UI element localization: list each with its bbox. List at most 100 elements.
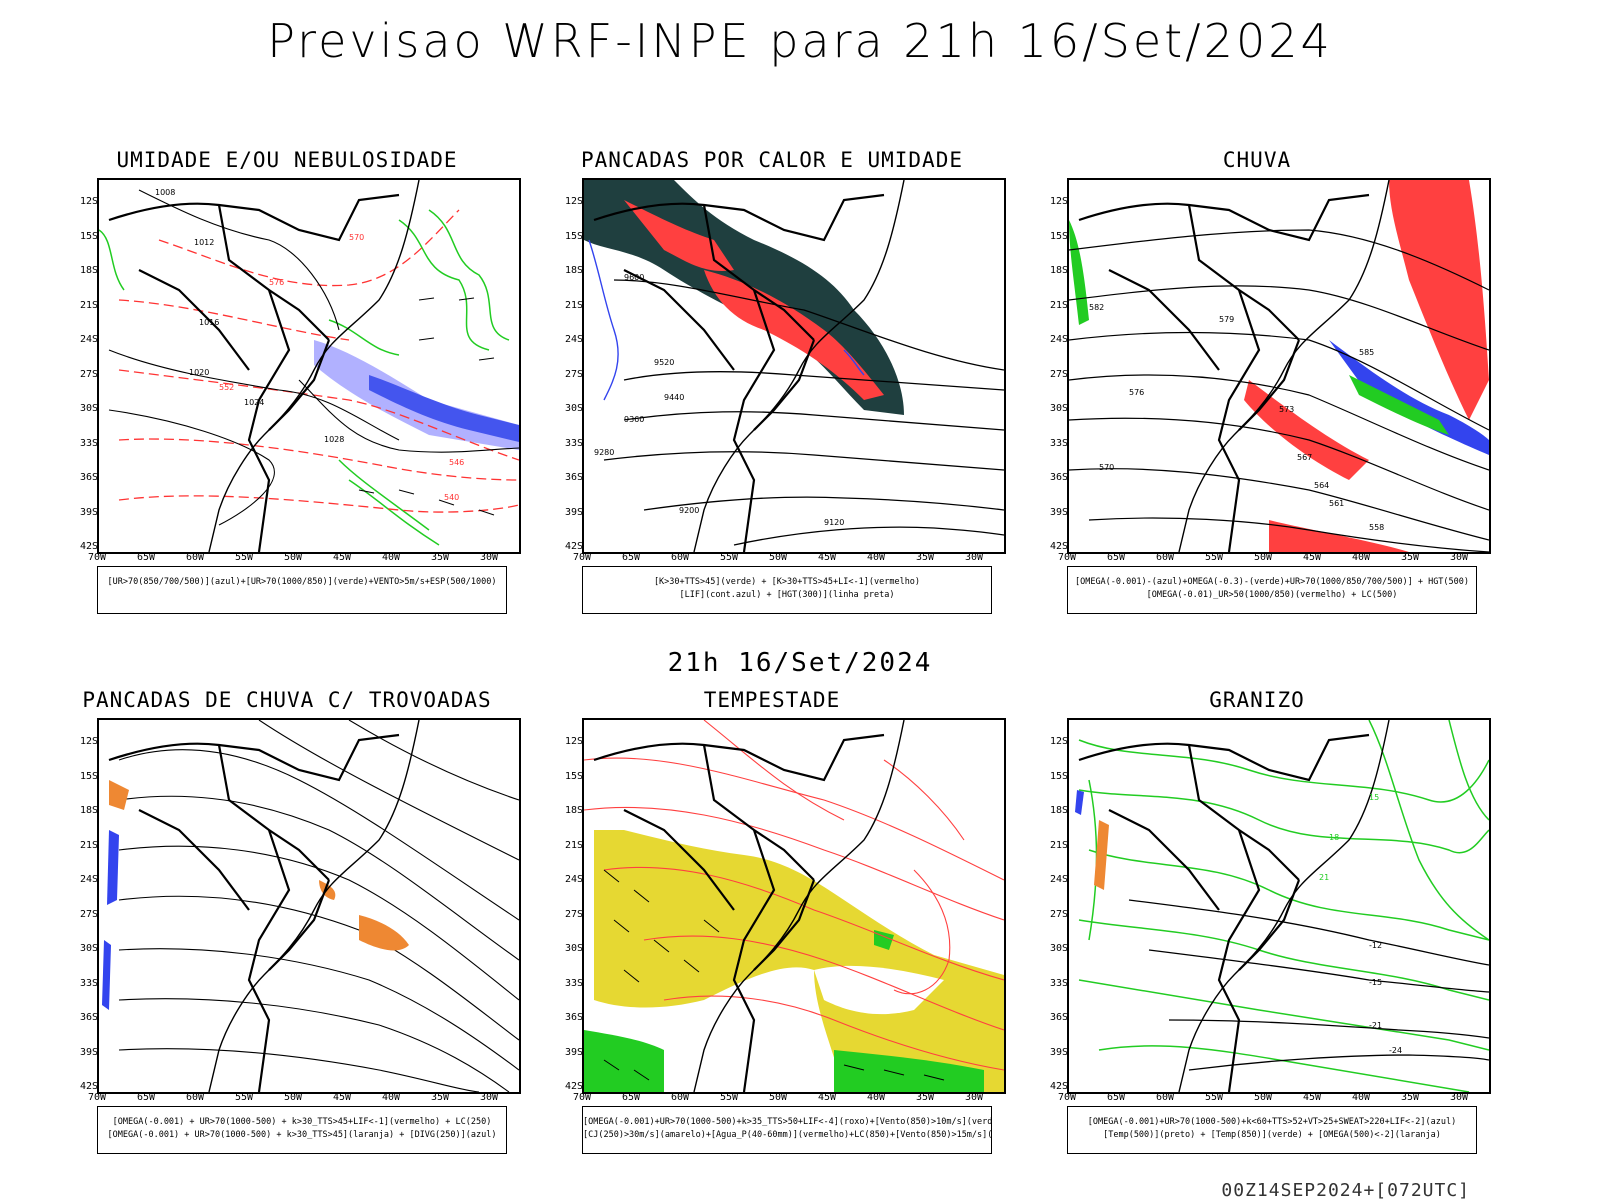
longitude-tick-label: 55W xyxy=(1204,1092,1224,1103)
panel-thunderstorm-showers: PANCADAS DE CHUVA C/ TROVOADAS xyxy=(52,688,522,1178)
longitude-tick-label: 70W xyxy=(1057,1092,1077,1103)
longitude-tick-label: 50W xyxy=(1253,1092,1273,1103)
contour-label: 9360 xyxy=(624,415,644,424)
jet-yellow-shading xyxy=(594,830,1004,1092)
latitude-tick-label: 12S xyxy=(79,736,98,747)
panel-storm: TEMPESTADE xyxy=(537,688,1007,1178)
coastline xyxy=(693,180,905,552)
contour-label: 9200 xyxy=(679,506,699,515)
longitude-tick-label: 55W xyxy=(719,1092,739,1103)
latitude-tick-label: 12S xyxy=(1049,196,1068,207)
longitude-tick-label: 65W xyxy=(621,552,641,563)
map-svg xyxy=(584,720,1004,1092)
omega-blue-shading xyxy=(1329,340,1489,455)
latitude-tick-label: 18S xyxy=(564,265,583,276)
latitude-tick-label: 42S xyxy=(1049,1081,1068,1092)
longitude-tick-label: 65W xyxy=(1106,552,1126,563)
longitude-tick-label: 70W xyxy=(87,552,107,563)
hail-blue-shading xyxy=(1075,790,1084,815)
legend-line: [OMEGA(-0.01)_UR>50(1000/850)(vermelho) … xyxy=(1146,590,1398,600)
latitude-tick-label: 30S xyxy=(79,403,98,414)
longitude-tick-label: 50W xyxy=(283,552,303,563)
map-svg: -12 -15 -21 -24 15 18 21 xyxy=(1075,720,1489,1092)
longitude-tick-label: 40W xyxy=(866,1092,886,1103)
country-borders xyxy=(1078,193,1370,552)
instability-li-shading xyxy=(624,200,884,400)
longitude-tick-label: 45W xyxy=(332,1092,352,1103)
longitude-tick-label: 50W xyxy=(768,1092,788,1103)
latitude-tick-label: 15S xyxy=(1049,770,1068,782)
longitude-tick-label: 60W xyxy=(185,552,205,563)
longitude-tick-label: 55W xyxy=(234,552,254,563)
legend-line: [LIF](cont.azul) + [HGT(300)](linha pret… xyxy=(679,590,895,600)
latitude-tick-label: 33S xyxy=(1049,437,1068,449)
panel-humidity: UMIDADE E/OU NEBULOSIDADE xyxy=(52,148,522,638)
latitude-tick-label: 15S xyxy=(79,230,98,242)
latitude-tick-label: 30S xyxy=(1049,943,1068,954)
longitude-tick-label: 30W xyxy=(964,1092,984,1103)
latitude-tick-label: 18S xyxy=(1049,805,1068,816)
panel-title: UMIDADE E/OU NEBULOSIDADE xyxy=(116,148,458,172)
wind-vectors xyxy=(603,869,945,1081)
latitude-tick-label: 33S xyxy=(564,437,583,449)
contour-label: 9120 xyxy=(824,518,844,527)
humidity-high-shading xyxy=(369,375,519,442)
longitude-tick-label: 30W xyxy=(964,552,984,563)
contour-label: 564 xyxy=(1314,481,1329,490)
legend-line: [OMEGA(-0.001)+UR>70(1000-500)+k<60+TTS>… xyxy=(1087,1117,1457,1127)
contour-label: 9600 xyxy=(624,273,644,282)
map-svg: 9600 9520 9440 9360 9280 9200 9120 xyxy=(584,180,1004,552)
model-run-footer: 00Z14SEP2024+[072UTC] xyxy=(1221,1180,1470,1201)
latitude-tick-label: 12S xyxy=(564,196,583,207)
latitude-tick-label: 33S xyxy=(564,977,583,989)
map-legend: [OMEGA(-0.001)-(azul)+OMEGA(-0.3)-(verde… xyxy=(1067,566,1477,614)
latitude-tick-label: 30S xyxy=(79,943,98,954)
latitude-tick-label: 15S xyxy=(564,230,583,242)
longitude-tick-label: 30W xyxy=(1449,552,1469,563)
coastline xyxy=(208,720,420,1092)
latitude-tick-label: 36S xyxy=(1049,1012,1068,1023)
country-borders xyxy=(1078,733,1370,1092)
contour-label: 576 xyxy=(269,278,284,287)
contour-label: -21 xyxy=(1369,1021,1382,1030)
latitude-tick-label: 27S xyxy=(79,908,98,920)
contour-label: -15 xyxy=(1369,978,1382,987)
panel-title: PANCADAS DE CHUVA C/ TROVOADAS xyxy=(82,688,492,712)
omega-ur50-shading xyxy=(1244,180,1489,552)
latitude-tick-label: 12S xyxy=(79,196,98,207)
contour-label: 1012 xyxy=(194,238,214,247)
longitude-tick-label: 65W xyxy=(136,1092,156,1103)
longitude-tick-label: 40W xyxy=(381,1092,401,1103)
longitude-tick-label: 55W xyxy=(1204,552,1224,563)
longitude-tick-label: 65W xyxy=(621,1092,641,1103)
temp500-contours xyxy=(1128,899,1489,1071)
latitude-tick-label: 15S xyxy=(1049,230,1068,242)
latitude-tick-label: 39S xyxy=(79,1046,98,1058)
latitude-tick-label: 18S xyxy=(1049,265,1068,276)
latitude-tick-label: 15S xyxy=(564,770,583,782)
longitude-tick-label: 55W xyxy=(234,1092,254,1103)
longitude-tick-label: 35W xyxy=(430,552,450,563)
jet-white-cutout xyxy=(814,965,944,1015)
longitude-tick-label: 30W xyxy=(479,1092,499,1103)
latitude-tick-label: 42S xyxy=(79,541,98,552)
latitude-tick-label: 21S xyxy=(564,299,583,311)
latitude-tick-label: 27S xyxy=(1049,908,1068,920)
contour-label: 573 xyxy=(1279,405,1294,414)
latitude-tick-label: 27S xyxy=(79,368,98,380)
latitude-tick-label: 27S xyxy=(1049,368,1068,380)
longitude-tick-label: 65W xyxy=(136,552,156,563)
longitude-tick-label: 70W xyxy=(1057,552,1077,563)
latitude-tick-label: 24S xyxy=(564,334,583,345)
longitude-tick-label: 60W xyxy=(1155,1092,1175,1103)
latitude-tick-label: 36S xyxy=(79,472,98,483)
latitude-tick-label: 39S xyxy=(1049,1046,1068,1058)
legend-line: [CJ(250)>30m/s](amarelo)+[Agua_P(40-60mm… xyxy=(583,1130,992,1140)
latitude-tick-label: 24S xyxy=(1049,874,1068,885)
contour-label: 576 xyxy=(1129,388,1144,397)
map-svg xyxy=(102,720,519,1092)
panel-title: TEMPESTADE xyxy=(703,688,841,712)
latitude-tick-label: 27S xyxy=(564,908,583,920)
mid-title: 21h 16/Set/2024 xyxy=(667,648,933,678)
longitude-tick-label: 45W xyxy=(332,552,352,563)
